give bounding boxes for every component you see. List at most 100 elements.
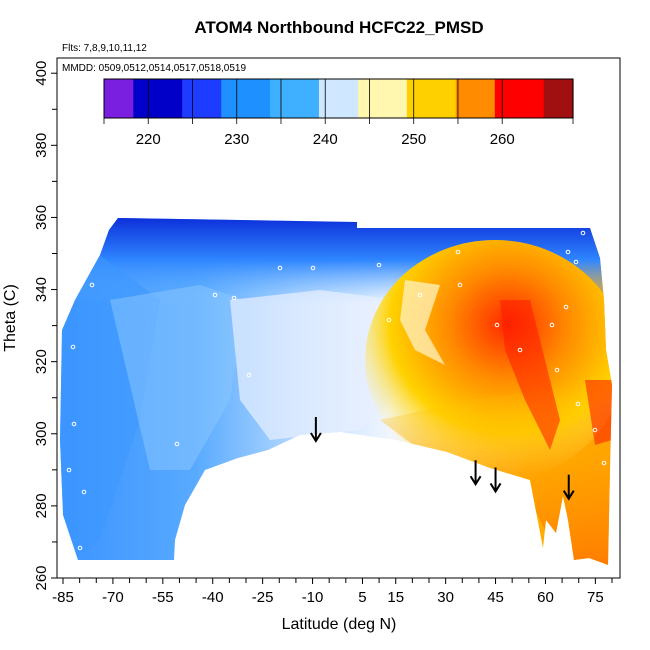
colorbar-cell (358, 79, 369, 118)
colorbar-cell (504, 79, 515, 118)
sample-points (66, 230, 607, 551)
colorbar-cell (485, 79, 496, 118)
sample-point (310, 265, 316, 271)
colorbar-cell (436, 79, 447, 118)
colorbar-cell (475, 79, 486, 118)
sample-point (70, 344, 76, 350)
sample-point (277, 265, 283, 271)
dates-note: MMDD: 0509,0512,0514,0517,0518,0519 (62, 63, 246, 74)
x-tick-label: 15 (387, 589, 404, 606)
colorbar-cell (162, 79, 173, 118)
colorbar-cell (543, 79, 555, 118)
y-axis: 260 280 300 320 340 360 380 400 (33, 61, 57, 591)
field-pale-loop (400, 280, 445, 365)
sample-point (580, 230, 586, 236)
x-tick-label: 30 (437, 589, 454, 606)
colorbar-cell (191, 79, 203, 118)
colorbar-cell (338, 79, 349, 118)
colorbar-cell (514, 79, 525, 118)
arrow-head (562, 490, 575, 501)
colorbar-frame (103, 78, 574, 119)
sample-point (417, 292, 423, 298)
colorbar-cell (533, 79, 545, 118)
field-red-east (585, 380, 612, 445)
sample-point (457, 282, 463, 288)
sample-point (517, 347, 523, 353)
colorbar-cell (563, 79, 574, 118)
flights-note: Flts: 7,8,9,10,11,12 (62, 43, 147, 54)
arrow-head (310, 432, 322, 443)
colorbar-cell (465, 79, 476, 118)
colorbar: 220 230 240 250 260 (103, 78, 574, 148)
y-tick-label: 360 (33, 205, 50, 230)
sample-point (174, 441, 180, 447)
y-tick-label: 340 (33, 277, 50, 302)
x-tick-label: 45 (487, 589, 504, 606)
x-tick-label: 75 (587, 589, 604, 606)
colorbar-cell (348, 79, 359, 118)
colorbar-tick-label: 240 (313, 131, 338, 148)
x-tick-label: 60 (537, 589, 554, 606)
sample-point (494, 322, 500, 328)
sample-point (573, 259, 579, 265)
sample-point (81, 489, 87, 495)
colorbar-cell (133, 79, 144, 118)
sample-point (592, 427, 598, 433)
colorbar-cell (445, 79, 457, 118)
colorbar-cell (309, 79, 320, 118)
colorbar-cell (553, 79, 564, 118)
sample-point (455, 249, 461, 255)
y-tick-label: 380 (33, 133, 50, 158)
colorbar-cell (397, 79, 408, 118)
sample-point (575, 401, 581, 407)
x-tick-label: -70 (102, 589, 124, 606)
arrow-head (489, 482, 502, 494)
sample-point (563, 304, 569, 310)
sample-point (246, 372, 252, 378)
colorbar-cell (377, 79, 388, 118)
colorbar-cell (104, 79, 115, 118)
colorbar-cell (289, 79, 301, 118)
colorbar-cell (231, 79, 242, 118)
colorbar-cell (123, 79, 134, 118)
colorbar-cell (201, 79, 213, 118)
y-axis-label: Theta (C) (2, 284, 19, 352)
colorbar-tick-label: 220 (136, 131, 161, 148)
chart-title: ATOM4 Northbound HCFC22_PMSD (194, 18, 483, 37)
x-axis-label: Latitude (deg N) (282, 616, 397, 633)
x-tick-label: -25 (252, 589, 274, 606)
colorbar-cell (299, 79, 310, 118)
colorbar-tick-label: 250 (401, 131, 426, 148)
colorbar-cell (240, 79, 252, 118)
sample-point (66, 467, 72, 473)
colorbar-cell (455, 79, 467, 118)
colorbar-cell (328, 79, 340, 118)
colorbar-tick-label: 260 (490, 131, 515, 148)
colorbar-cell (367, 79, 379, 118)
y-tick-label: 400 (33, 61, 50, 86)
x-axis: -85 -70 -55 -40 -25 -10 5 15 30 45 60 75 (52, 578, 613, 606)
y-tick-label: 260 (33, 565, 50, 590)
arrow-head (469, 475, 482, 487)
colorbar-cell (318, 79, 330, 118)
colorbar-tick-label: 230 (224, 131, 249, 148)
field-cyan-band (110, 285, 245, 470)
plot-frame (56, 57, 621, 579)
field-pale-center (230, 290, 410, 440)
x-tick-label: 5 (358, 589, 366, 606)
x-tick-label: -40 (202, 589, 224, 606)
colorbar-cell (416, 79, 428, 118)
x-tick-label: -55 (152, 589, 174, 606)
y-tick-label: 300 (33, 421, 50, 446)
sample-point (89, 282, 95, 288)
colorbar-cell (270, 79, 281, 118)
colorbar-cell (113, 79, 125, 118)
colorbar-cell (494, 79, 506, 118)
sample-point (601, 460, 607, 466)
colorbar-cell (172, 79, 183, 118)
colorbar-cell (387, 79, 398, 118)
field-red-patch (500, 300, 560, 450)
y-tick-label: 280 (33, 493, 50, 518)
sample-point (554, 367, 560, 373)
